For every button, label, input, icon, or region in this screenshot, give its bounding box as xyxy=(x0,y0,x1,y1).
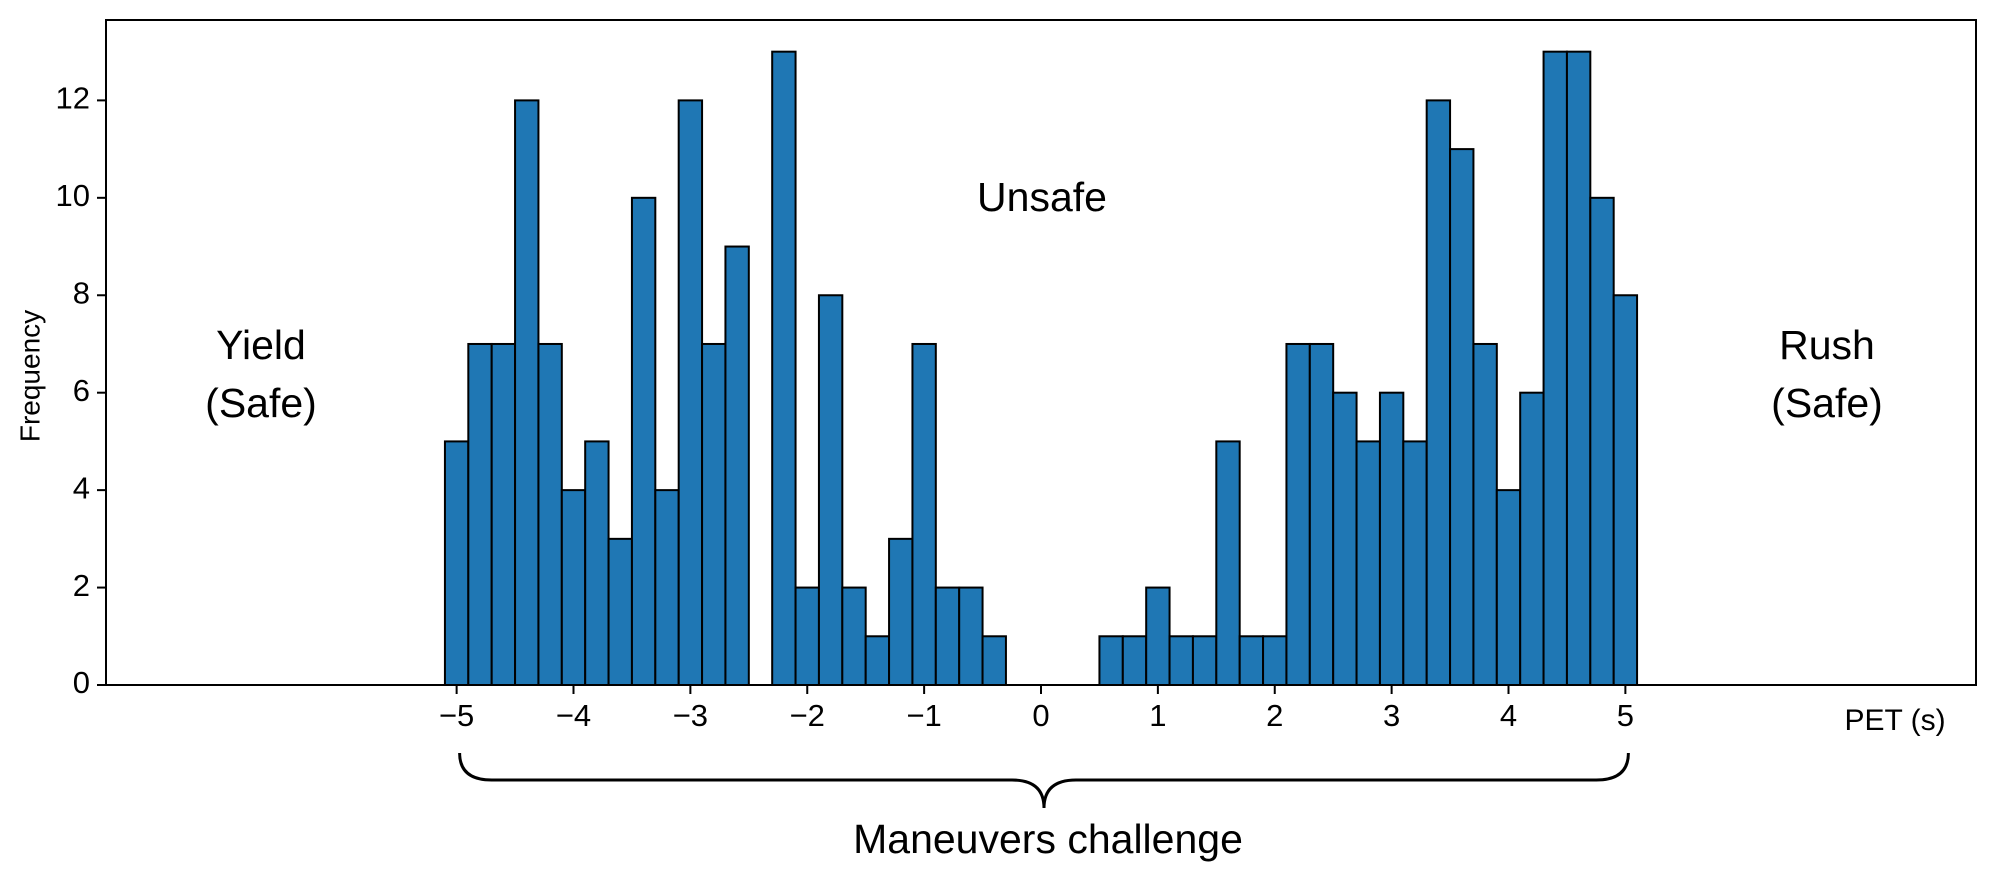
x-tick-label: −4 xyxy=(556,698,591,733)
bar xyxy=(1542,50,1568,686)
y-tick-label: 8 xyxy=(73,275,90,310)
bar xyxy=(467,342,493,686)
bar xyxy=(724,245,750,687)
bar xyxy=(1332,391,1358,686)
bar xyxy=(911,342,937,686)
bar xyxy=(490,342,517,686)
bar xyxy=(514,99,540,686)
bar xyxy=(701,342,727,686)
bar xyxy=(1425,99,1452,686)
x-tick-label: −3 xyxy=(673,698,708,733)
bar xyxy=(1449,148,1475,687)
x-tick-label: 0 xyxy=(1032,698,1049,733)
bar xyxy=(981,635,1007,686)
bar xyxy=(1308,342,1335,686)
bar xyxy=(1472,342,1498,686)
bar xyxy=(1402,440,1428,686)
x-tick-label: 1 xyxy=(1149,698,1166,733)
y-tick-label: 2 xyxy=(73,568,90,603)
bar xyxy=(654,489,680,686)
bar xyxy=(934,586,961,686)
bar xyxy=(864,635,891,686)
bar xyxy=(584,440,610,686)
bar xyxy=(1519,391,1545,686)
plot-frame xyxy=(105,19,1977,686)
bar xyxy=(1121,635,1148,686)
bar xyxy=(841,586,867,686)
y-tick-label: 0 xyxy=(73,665,90,700)
x-axis-label: PET (s) xyxy=(1844,704,1945,737)
bar xyxy=(1378,391,1405,686)
x-tick-label: −2 xyxy=(790,698,825,733)
bar xyxy=(1612,294,1639,686)
bar xyxy=(1285,342,1311,686)
bar xyxy=(771,50,797,686)
bar xyxy=(1145,586,1171,686)
y-tick-label: 12 xyxy=(56,81,90,116)
x-tick-label: −1 xyxy=(906,698,941,733)
bar xyxy=(817,294,844,686)
x-tick-label: 2 xyxy=(1266,698,1283,733)
bar xyxy=(1565,50,1592,686)
bar xyxy=(1238,635,1265,686)
bar xyxy=(677,99,704,686)
bar xyxy=(1098,635,1124,686)
bar xyxy=(560,489,587,686)
bar xyxy=(958,586,984,686)
x-tick-label: 5 xyxy=(1617,698,1634,733)
bar xyxy=(443,440,470,686)
bar xyxy=(630,196,657,686)
bar xyxy=(1495,489,1522,686)
y-axis-label: Frequency xyxy=(14,310,45,442)
bar xyxy=(888,537,914,686)
y-tick-label: 10 xyxy=(56,178,90,213)
right-label: Rush xyxy=(1779,322,1875,368)
bar xyxy=(1589,196,1615,686)
bar xyxy=(607,537,633,686)
y-tick-label: 4 xyxy=(73,470,90,505)
bar xyxy=(1355,440,1381,686)
x-tick-label: −5 xyxy=(439,698,474,733)
bar xyxy=(1262,635,1288,686)
bar xyxy=(1191,635,1218,686)
bar xyxy=(794,586,820,686)
bar xyxy=(1168,635,1194,686)
x-tick-label: 4 xyxy=(1500,698,1517,733)
left-label: (Safe) xyxy=(205,380,317,426)
right-label: (Safe) xyxy=(1771,380,1883,426)
x-tick-label: 3 xyxy=(1383,698,1400,733)
bar xyxy=(1215,440,1241,686)
y-tick-label: 6 xyxy=(73,373,90,408)
bracket-label: Maneuvers challenge xyxy=(853,816,1243,862)
center-label: Unsafe xyxy=(977,174,1107,220)
bar xyxy=(537,342,563,686)
brace xyxy=(458,752,1630,809)
left-label: Yield xyxy=(216,322,306,368)
